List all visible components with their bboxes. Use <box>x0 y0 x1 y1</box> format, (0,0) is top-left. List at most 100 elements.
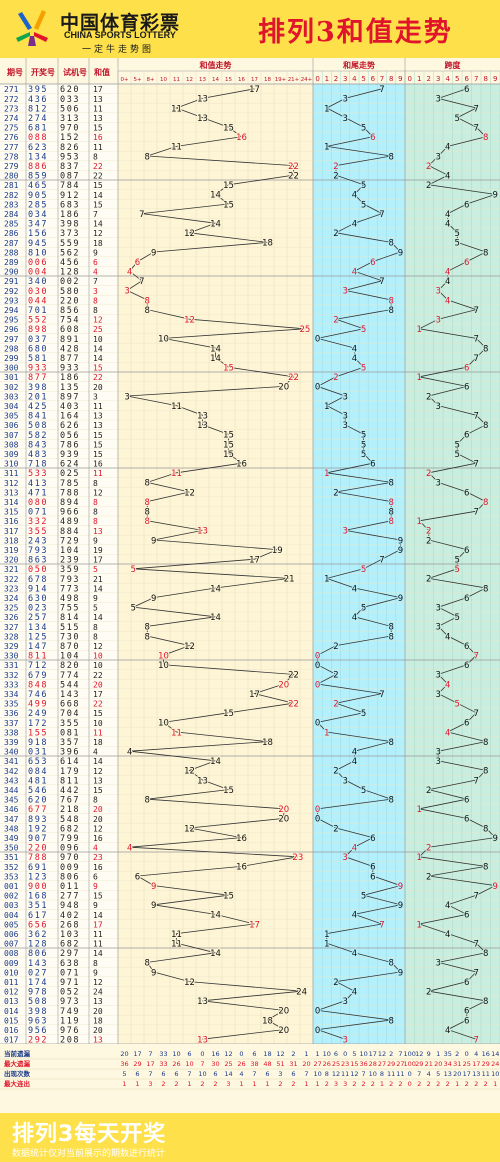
draw-number-cell: 030 <box>28 287 48 297</box>
stats-sum-cell: 6 <box>291 1070 295 1078</box>
period-cell: 346 <box>4 805 19 814</box>
stats-span-cell: 7 <box>417 1070 421 1078</box>
period-cell: 016 <box>4 1026 19 1035</box>
span-point: 4 <box>445 277 450 287</box>
sum-value-cell: 11 <box>93 940 103 949</box>
sum-value-cell: 15 <box>93 181 103 190</box>
tail-point: 4 <box>352 191 357 201</box>
test-number-cell: 489 <box>60 517 80 527</box>
period-cell: 293 <box>4 296 19 305</box>
sum-value-cell: 11 <box>93 143 103 152</box>
draw-number-cell: 080 <box>28 498 48 508</box>
sum-value-cell: 14 <box>93 220 103 229</box>
stats-sum-cell: 6 <box>265 1070 269 1078</box>
span-point: 2 <box>426 988 431 998</box>
period-cell: 017 <box>4 1036 19 1045</box>
sum-value-cell: 23 <box>93 853 103 862</box>
stats-tail-cell: 7 <box>398 1050 402 1058</box>
period-cell: 285 <box>4 220 19 229</box>
test-number-cell: 626 <box>60 421 80 431</box>
stats-span-cell: 2 <box>427 1080 431 1088</box>
span-tick: 7 <box>474 75 478 83</box>
tail-point: 5 <box>361 450 366 460</box>
draw-number-cell: 623 <box>28 143 48 153</box>
stats-tail-cell: 10 <box>323 1050 331 1058</box>
test-number-cell: 683 <box>60 200 80 210</box>
stats-sum-cell: 1 <box>252 1080 256 1088</box>
span-point: 8 <box>483 824 488 834</box>
stats-sum-cell: 1 <box>239 1080 243 1088</box>
sum-point: 7 <box>139 277 144 287</box>
period-cell: 289 <box>4 258 19 267</box>
sum-value-cell: 9 <box>93 968 98 977</box>
stats-tail-cell: 2 <box>352 1080 356 1088</box>
period-cell: 327 <box>4 623 19 632</box>
span-point: 5 <box>455 114 460 124</box>
sum-point: 13 <box>197 412 208 422</box>
test-number-cell: 456 <box>60 258 80 268</box>
sum-tick: 18 <box>264 77 271 83</box>
span-point: 5 <box>455 556 460 566</box>
span-point: 5 <box>455 229 460 239</box>
sum-point: 13 <box>197 776 208 786</box>
stats-tail-cell: 1 <box>316 1050 320 1058</box>
draw-number-cell: 508 <box>28 421 48 431</box>
sum-point: 15 <box>223 181 234 191</box>
test-number-cell: 682 <box>60 824 80 834</box>
sum-point: 12 <box>184 824 195 834</box>
test-number-cell: 208 <box>60 1036 80 1046</box>
sum-value-cell: 13 <box>93 412 103 421</box>
sum-value-cell: 17 <box>93 920 103 929</box>
sum-point: 9 <box>151 968 156 978</box>
draw-number-cell: 071 <box>28 508 48 518</box>
period-cell: 306 <box>4 421 19 430</box>
draw-number-cell: 174 <box>28 978 48 988</box>
span-point: 1 <box>417 373 422 383</box>
test-number-cell: 025 <box>60 469 80 479</box>
tail-point: 0 <box>315 805 320 815</box>
span-point: 4 <box>445 930 450 940</box>
draw-number-cell: 155 <box>28 728 48 738</box>
draw-number-cell: 050 <box>28 565 48 575</box>
span-tick: 1 <box>417 75 421 83</box>
draw-number-cell: 893 <box>28 815 48 825</box>
stats-sum-cell: 10 <box>185 1060 193 1068</box>
stats-tail-cell: 2 <box>371 1080 375 1088</box>
stats-tail-cell: 2 <box>325 1080 329 1088</box>
draw-number-cell: 691 <box>28 863 48 873</box>
draw-number-cell: 483 <box>28 450 48 460</box>
sum-value-cell: 18 <box>93 1016 103 1025</box>
sum-value-cell: 13 <box>93 997 103 1006</box>
span-point: 7 <box>474 776 479 786</box>
span-point: 4 <box>445 268 450 278</box>
test-number-cell: 820 <box>60 661 80 671</box>
tail-point: 3 <box>342 392 347 402</box>
draw-number-cell: 398 <box>28 383 48 393</box>
span-tick: 6 <box>465 75 470 83</box>
stats-tail-cell: 3 <box>343 1080 347 1088</box>
tail-point: 4 <box>352 911 357 921</box>
test-number-cell: 002 <box>60 277 80 287</box>
stats-tail-cell: 26 <box>323 1060 331 1068</box>
stats-sum-cell: 17 <box>146 1060 154 1068</box>
span-point: 8 <box>483 997 488 1007</box>
stats-sum-cell: 17 <box>133 1050 141 1058</box>
draw-number-cell: 905 <box>28 191 48 201</box>
test-number-cell: 396 <box>60 748 80 758</box>
sum-point: 12 <box>184 488 195 498</box>
span-point: 3 <box>436 757 441 767</box>
sum-point: 15 <box>223 892 234 902</box>
sum-point: 11 <box>171 104 182 114</box>
test-number-cell: 402 <box>60 911 80 921</box>
test-number-cell: 186 <box>60 210 80 220</box>
sum-point: 12 <box>184 229 195 239</box>
period-cell: 001 <box>4 882 19 891</box>
brand-slogan: 一定牛走势图 <box>82 45 155 55</box>
tail-point: 2 <box>333 373 338 383</box>
tail-point: 0 <box>315 719 320 729</box>
span-point: 8 <box>483 498 488 508</box>
sum-tick: 14 <box>212 77 219 83</box>
stats-sum-cell: 48 <box>263 1060 271 1068</box>
stats-sum-cell: 3 <box>278 1070 282 1078</box>
tail-point: 5 <box>361 364 366 374</box>
